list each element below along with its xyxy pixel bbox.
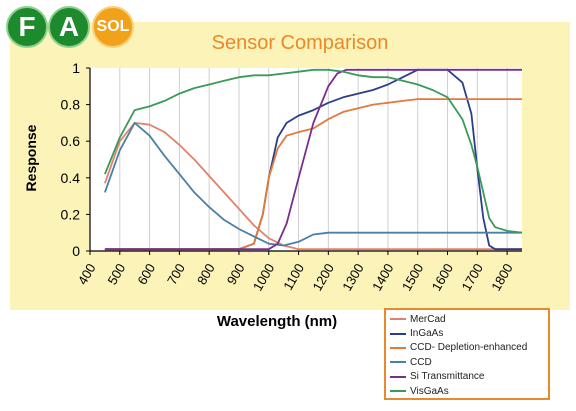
- x-tick-label: 400: [75, 261, 99, 287]
- x-tick-label: 1400: [369, 261, 396, 294]
- x-tick-label: 500: [105, 261, 129, 287]
- legend-label: CCD: [410, 356, 432, 368]
- logo-letter-a: A: [48, 6, 90, 48]
- y-tick-label: 0.6: [61, 133, 81, 149]
- x-tick-label: 1200: [309, 261, 336, 294]
- legend-item: Si Transmittance: [390, 370, 548, 384]
- chart-title: Sensor Comparison: [211, 32, 389, 54]
- legend-swatch: [390, 318, 406, 321]
- series-line-ccd: [104, 122, 522, 247]
- legend-swatch: [390, 390, 406, 393]
- x-tick-label: 800: [194, 261, 218, 287]
- x-tick-label: 1800: [488, 261, 515, 294]
- fasol-logo: F A SOL: [6, 6, 146, 48]
- series-line-si-transmittance: [104, 68, 522, 251]
- x-tick-label: 900: [224, 261, 248, 287]
- legend-item: CCD: [390, 355, 548, 369]
- series-line-ccd-depletion-enhanced: [104, 98, 522, 251]
- x-tick-label: 1000: [250, 261, 277, 294]
- logo-sol: SOL: [92, 6, 134, 48]
- legend-label: InGaAs: [410, 328, 444, 340]
- legend-label: MerCad: [410, 313, 446, 325]
- x-tick-label: 1500: [399, 261, 426, 294]
- legend-label: Si Transmittance: [410, 371, 485, 383]
- legend-item: InGaAs: [390, 326, 548, 340]
- series-line-mercad: [104, 122, 522, 251]
- legend-swatch: [390, 375, 406, 378]
- axes: [86, 67, 522, 255]
- legend-item: VisGaAs: [390, 384, 548, 398]
- y-tick-label: 1: [72, 60, 80, 76]
- legend-label: CCD- Depletion-enhanced: [410, 342, 528, 354]
- x-axis-label: Wavelength (nm): [217, 313, 337, 330]
- x-tick-label: 1100: [280, 261, 307, 293]
- series-line-visgaas: [104, 68, 523, 234]
- x-tick-label: 700: [164, 261, 188, 287]
- y-tick-label: 0.4: [61, 170, 81, 186]
- legend-swatch: [390, 346, 406, 349]
- y-tick-label: 0.2: [61, 206, 81, 222]
- x-tick-label: 1600: [429, 261, 456, 294]
- y-tick-label: 0: [72, 243, 80, 259]
- x-tick-label: 600: [134, 261, 158, 287]
- x-tick-label: 1700: [458, 261, 485, 294]
- series-lines: [104, 68, 523, 251]
- legend-swatch: [390, 361, 406, 364]
- logo-letter-f: F: [6, 6, 48, 48]
- legend-label: VisGaAs: [410, 385, 449, 397]
- x-tick-label: 1300: [339, 261, 366, 294]
- y-axis-label: Response: [23, 124, 39, 191]
- grid: [89, 68, 522, 251]
- legend-item: MerCad: [390, 312, 548, 326]
- plot-area: [90, 68, 522, 251]
- chart-legend: MerCad InGaAs CCD- Depletion-enhanced CCD Si…: [384, 308, 550, 400]
- y-tick-label: 0.8: [61, 97, 81, 113]
- legend-item: CCD- Depletion-enhanced: [390, 341, 548, 355]
- legend-swatch: [390, 332, 406, 335]
